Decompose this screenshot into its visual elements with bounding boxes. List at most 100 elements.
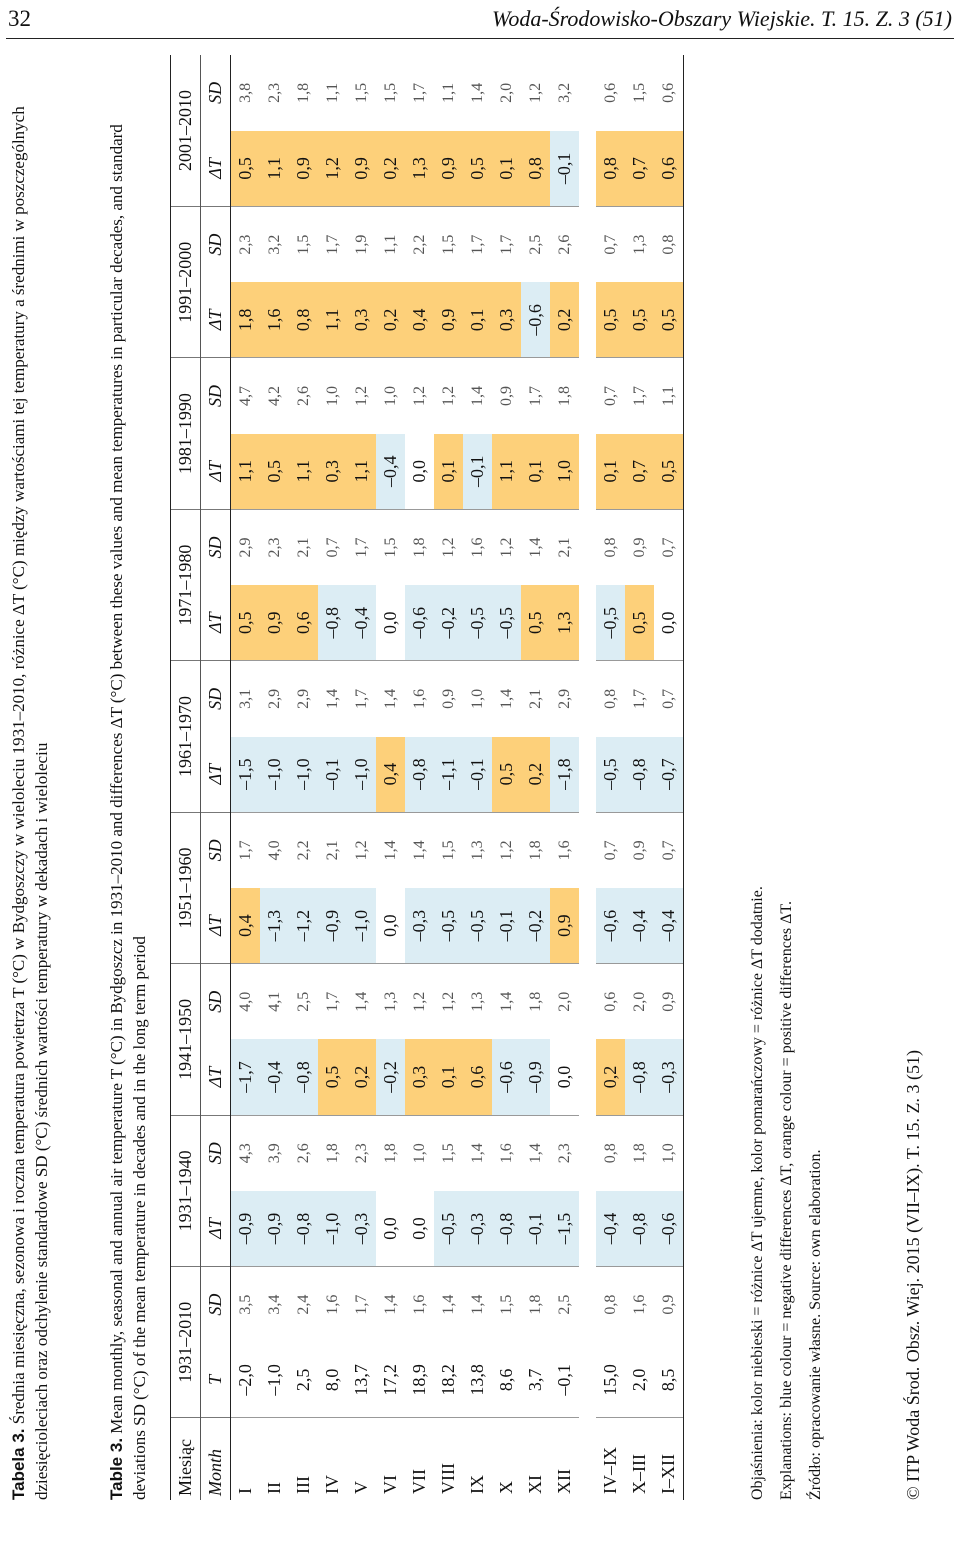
sd-cell: 0,9 [497,386,515,407]
month-label: VII [409,1469,429,1494]
sd-cell: 1,4 [410,840,428,861]
sd-cell: 1,2 [439,991,457,1012]
delta-t-cell: –0,2 [521,887,550,964]
month-label: IV–IX [600,1447,620,1494]
sd-cell: 1,4 [381,840,399,861]
sd-cell: 1,7 [323,991,341,1012]
delta-t-cell: –0,2 [434,585,463,661]
month-label: IV [322,1475,342,1494]
delta-t-cell: 0,5 [260,433,289,510]
sd-cell: 2,0 [630,991,648,1012]
sd-cell: 1,2 [497,840,515,861]
sd-cell: 0,9 [630,840,648,861]
delta-t-cell: –0,1 [463,433,492,510]
delta-t-cell: –1,0 [260,736,289,813]
mean-temp-header: T [200,1342,231,1418]
delta-t-cell: –0,4 [625,887,654,964]
delta-t-cell: –0,3 [654,1039,684,1116]
delta-t-cell: 0,0 [405,433,434,510]
delta-t-cell: –0,5 [463,887,492,964]
sd-cell: 2,5 [526,234,544,255]
mean-temp-cell: 18,2 [434,1342,463,1418]
delta-t-cell: –0,3 [405,887,434,964]
sd-cell: 1,8 [526,840,544,861]
sd-cell: 1,4 [439,1294,457,1315]
sd-cell: 1,1 [654,357,684,434]
delta-t-cell: 0,6 [289,585,318,661]
sd-cell: 3,5 [236,1294,254,1315]
note-polish: Objaśnienia: kolor niebieski = różnice Δ… [749,886,766,1500]
delta-t-cell: –0,9 [230,1190,260,1267]
sd-cell: 1,0 [410,1143,428,1164]
sd-cell: 0,8 [601,688,619,709]
caption-polish-label: Tabela 3. [9,1428,28,1501]
delta-t-cell: –0,6 [521,282,550,358]
table-row: X 8,6 1,5 –0,8 1,6 –0,6 1,4 –0,1 1,2 0,5 1,4 –0,5 1,… [492,55,521,1500]
sd-cell: 1,6 [630,1294,648,1315]
delta-t-cell: 0,1 [596,433,625,510]
mean-temp-cell: –1,0 [260,1342,289,1418]
delta-t-cell: 0,7 [625,433,654,510]
sd-cell: 3,1 [236,688,254,709]
sd-cell: 2,6 [555,234,573,255]
sd-header: SD [200,55,231,131]
sd-cell: 2,9 [294,688,312,709]
sd-cell: 3,8 [236,82,254,103]
mean-temp-cell: 17,2 [376,1342,405,1418]
month-label: X–III [629,1454,649,1494]
delta-t-cell: 0,5 [625,282,654,358]
delta-t-cell: 1,8 [230,282,260,358]
delta-t-cell: –0,3 [463,1190,492,1267]
mean-temp-cell: –2,0 [230,1342,260,1418]
sd-header: SD [200,1115,231,1191]
page-number: 32 [8,6,31,31]
sd-cell: 1,8 [526,1294,544,1315]
delta-t-cell: 0,9 [260,585,289,661]
sd-cell: 2,3 [265,537,283,558]
delta-t-cell: –1,8 [550,736,579,813]
sd-header: SD [200,812,231,888]
delta-t-cell: –0,8 [318,585,347,661]
delta-t-cell: –0,6 [654,1190,684,1267]
delta-t-cell: 0,0 [550,1039,579,1116]
sd-cell: 0,9 [654,963,684,1040]
table-row: VIII 18,2 1,4 –0,5 1,5 0,1 1,2 –0,5 1,5 –1,1 0,9 –0… [434,55,463,1500]
sd-cell: 0,7 [654,509,684,586]
sd-cell: 1,4 [381,688,399,709]
sd-cell: 1,1 [439,82,457,103]
delta-t-cell: 0,1 [434,433,463,510]
sd-cell: 1,5 [439,1143,457,1164]
delta-t-cell: 0,8 [289,282,318,358]
sd-cell: 4,2 [265,386,283,407]
sd-cell: 1,7 [323,234,341,255]
sd-cell: 0,6 [601,991,619,1012]
month-label: VIII [438,1463,458,1494]
sd-cell: 1,7 [497,234,515,255]
delta-t-cell: 0,3 [347,282,376,358]
delta-t-cell: 1,1 [289,433,318,510]
sd-cell: 1,4 [468,386,486,407]
delta-t-cell: 1,1 [347,433,376,510]
temperature-table: Miesiąc 1931–2010 1931–1940 1941–1950 1951–1… [170,55,684,1500]
delta-t-cell: –0,6 [405,585,434,661]
sd-cell: 1,4 [468,1294,486,1315]
sd-cell: 2,3 [265,82,283,103]
delta-t-cell: 0,5 [318,1039,347,1116]
delta-t-header: ΔT [200,282,231,358]
delta-t-cell: –1,2 [289,887,318,964]
mean-temp-cell: 3,7 [521,1342,550,1418]
table-row: II –1,0 3,4 –0,9 3,9 –0,4 4,1 –1,3 4,0 –1,0 2,9 0,9… [260,55,289,1500]
delta-t-cell: 0,5 [230,585,260,661]
delta-t-header: ΔT [200,887,231,964]
delta-t-cell: –0,8 [625,736,654,813]
sd-cell: 1,9 [352,234,370,255]
caption-polish: Tabela 3. Średnia miesięczna, sezonowa i… [8,55,53,1500]
sd-header: SD [200,963,231,1040]
period-header: 1961–1970 [170,660,201,813]
sd-cell: 1,0 [323,386,341,407]
delta-t-cell: 0,1 [434,1039,463,1116]
sd-cell: 2,5 [555,1294,573,1315]
delta-t-cell: –0,9 [521,1039,550,1116]
sd-cell: 4,7 [236,386,254,407]
period-header: 1941–1950 [170,963,201,1116]
